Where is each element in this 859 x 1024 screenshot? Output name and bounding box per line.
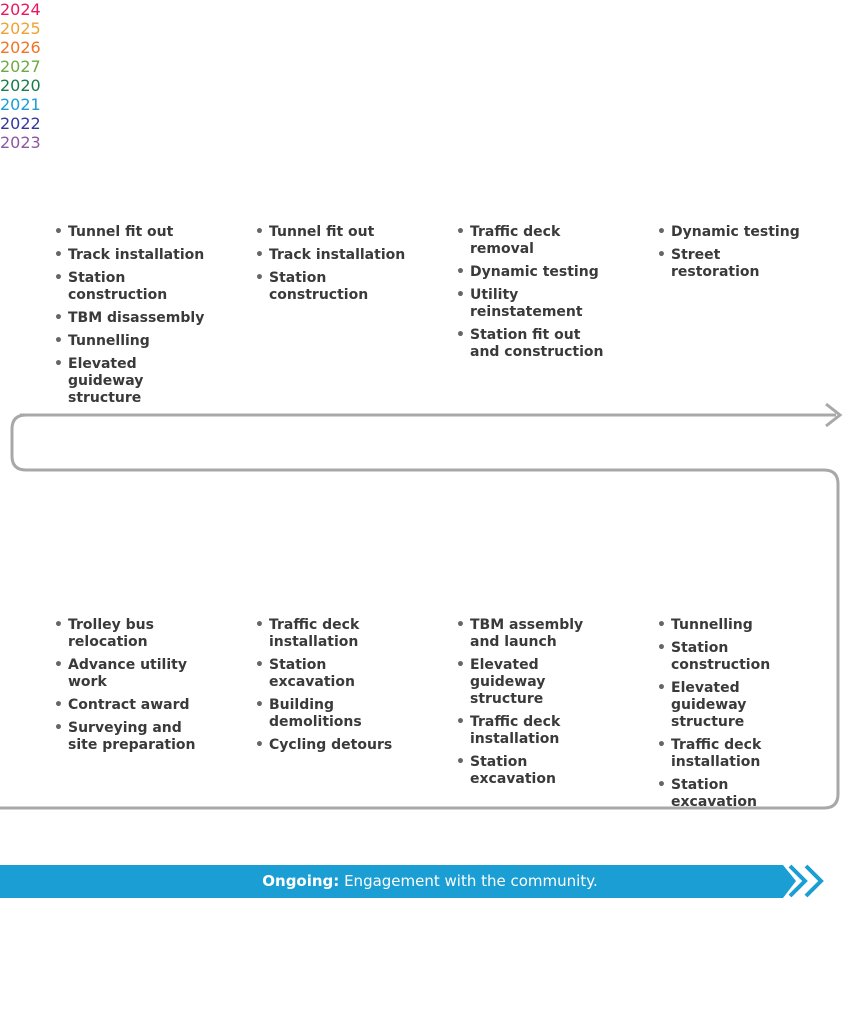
item: Dynamic testing xyxy=(657,224,809,241)
year-badge: 2027 xyxy=(0,57,41,76)
item: Station construction xyxy=(54,270,206,304)
item: Utility reinstatement xyxy=(456,287,608,321)
year-badge: 2022 xyxy=(0,114,41,133)
year-badge: 2021 xyxy=(0,95,41,114)
item: TBM disassembly xyxy=(54,310,206,327)
item: TBM assembly and launch xyxy=(456,617,608,651)
item: Street restoration xyxy=(657,247,809,281)
item: Traffic deck installation xyxy=(657,737,809,771)
year-badge: 2023 xyxy=(0,133,41,152)
item: Traffic deck installation xyxy=(456,714,608,748)
year-badge: 2025 xyxy=(0,19,41,38)
footer-label: Ongoing: xyxy=(262,872,340,890)
item: Station excavation xyxy=(657,777,809,811)
item: Cycling detours xyxy=(255,737,407,754)
connector-arrow xyxy=(825,402,843,428)
item: Contract award xyxy=(54,697,206,714)
footer-banner xyxy=(0,865,796,898)
item: Station construction xyxy=(657,640,809,674)
footer-body: Engagement with the community. xyxy=(344,872,598,890)
item: Dynamic testing xyxy=(456,264,608,281)
item: Advance utility work xyxy=(54,657,206,691)
item-list: Trolley bus relocation Advance utility wo… xyxy=(54,617,206,760)
item: Station construction xyxy=(255,270,407,304)
connector-loop xyxy=(0,413,840,810)
item: Station fit out and construction xyxy=(456,327,608,361)
item: Traffic deck removal xyxy=(456,224,608,258)
chevron xyxy=(804,864,824,898)
item: Tunnel fit out xyxy=(255,224,407,241)
item-list: Tunnel fit out Track installation Station … xyxy=(255,224,407,310)
item: Station excavation xyxy=(456,754,608,788)
item: Traffic deck installation xyxy=(255,617,407,651)
item: Building demolitions xyxy=(255,697,407,731)
footer-text: Ongoing: Engagement with the community. xyxy=(0,872,859,890)
item-list: Tunnelling Station construction Elevated g… xyxy=(657,617,809,817)
item: Elevated guideway structure xyxy=(54,356,206,407)
item: Track installation xyxy=(255,247,407,264)
item: Trolley bus relocation xyxy=(54,617,206,651)
year-badge: 2020 xyxy=(0,76,41,95)
item-list: Tunnel fit out Track installation Station … xyxy=(54,224,206,413)
item: Station excavation xyxy=(255,657,407,691)
item: Elevated guideway structure xyxy=(456,657,608,708)
year-badge: 2026 xyxy=(0,38,41,57)
year-badge: 2024 xyxy=(0,0,41,19)
item: Tunnel fit out xyxy=(54,224,206,241)
item: Elevated guideway structure xyxy=(657,680,809,731)
item-list: Dynamic testing Street restoration xyxy=(657,224,809,287)
item: Surveying and site preparation xyxy=(54,720,206,754)
item: Tunnelling xyxy=(54,333,206,350)
item: Track installation xyxy=(54,247,206,264)
chevron xyxy=(788,864,808,898)
item-list: Traffic deck installation Station excavat… xyxy=(255,617,407,760)
item: Tunnelling xyxy=(657,617,809,634)
item-list: TBM assembly and launch Elevated guideway… xyxy=(456,617,608,794)
item-list: Traffic deck removal Dynamic testing Utili… xyxy=(456,224,608,367)
